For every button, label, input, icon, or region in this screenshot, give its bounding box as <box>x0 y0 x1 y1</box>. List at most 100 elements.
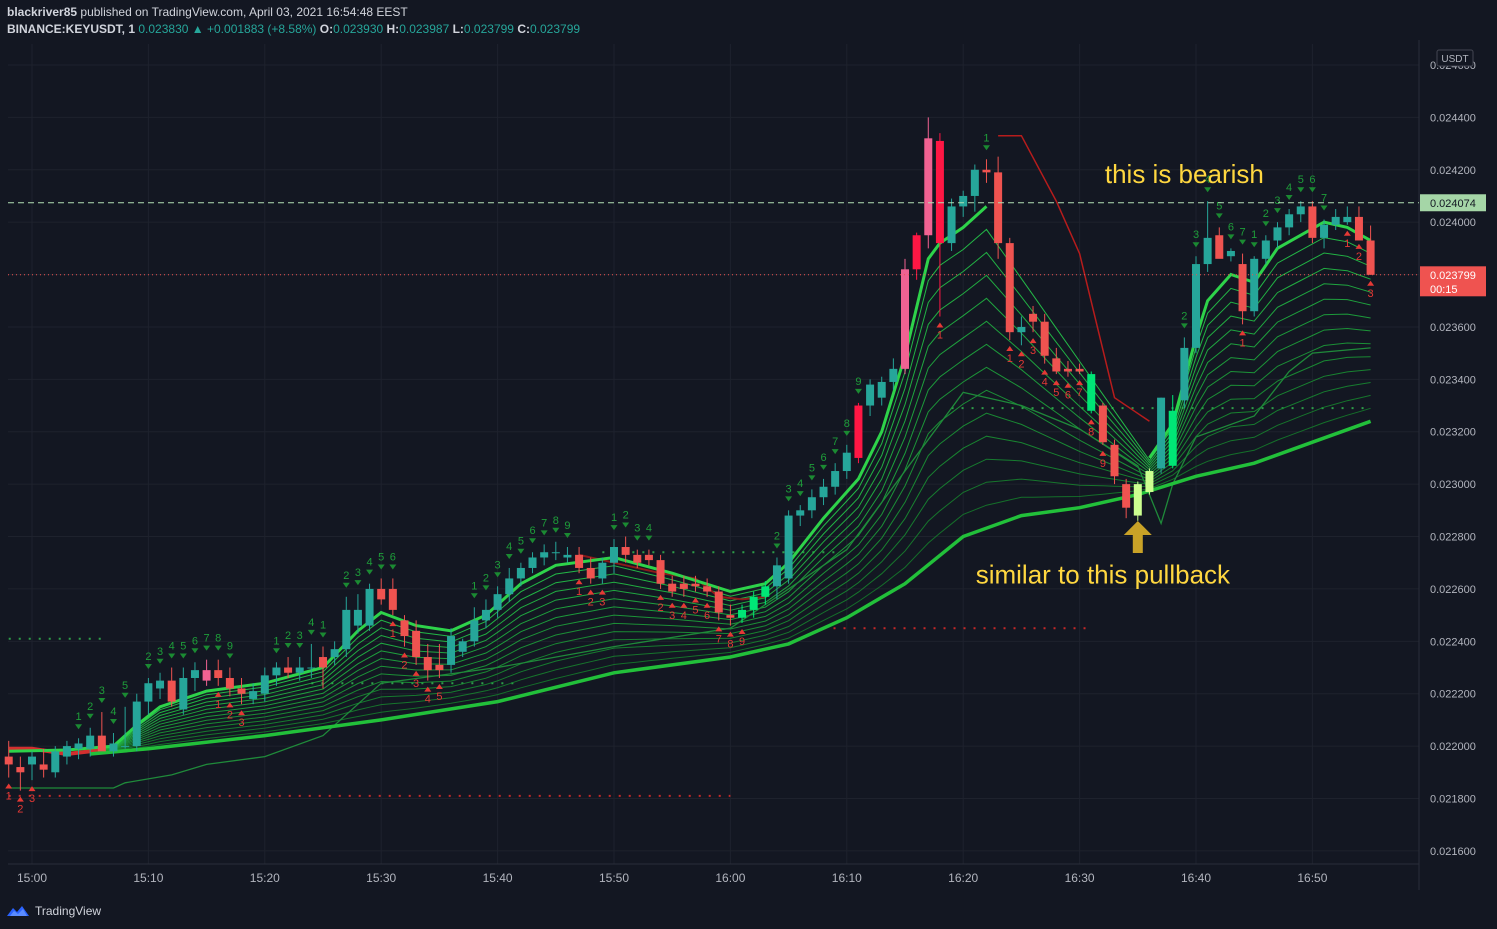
candle[interactable] <box>1261 235 1270 265</box>
candle[interactable] <box>400 615 409 647</box>
candle[interactable] <box>772 557 781 600</box>
candle[interactable] <box>714 586 723 621</box>
candle[interactable] <box>1192 256 1200 354</box>
candle[interactable] <box>551 541 560 561</box>
candle[interactable] <box>353 594 362 634</box>
candle[interactable] <box>994 156 1003 259</box>
candle[interactable] <box>62 740 71 765</box>
candle[interactable] <box>761 581 770 605</box>
candle[interactable] <box>330 641 339 665</box>
candles[interactable] <box>4 117 1375 791</box>
symbol-name[interactable]: BINANCE:KEYUSDT, 1 <box>7 22 136 36</box>
candle[interactable] <box>819 478 828 506</box>
candle[interactable] <box>1238 253 1247 325</box>
candle[interactable] <box>784 510 793 584</box>
candle[interactable] <box>749 591 758 618</box>
candle[interactable] <box>144 677 153 715</box>
candle[interactable] <box>377 578 386 605</box>
price-badge-last[interactable]: 0.023799 00:15 <box>1420 266 1486 297</box>
candle[interactable] <box>4 740 13 778</box>
candle[interactable] <box>1157 397 1166 474</box>
candle[interactable] <box>866 379 875 417</box>
candle[interactable] <box>668 575 677 597</box>
candle[interactable] <box>365 583 374 631</box>
candle[interactable] <box>1168 395 1177 469</box>
candle[interactable] <box>121 706 130 749</box>
candle[interactable] <box>947 198 956 251</box>
candle[interactable] <box>959 190 968 217</box>
candle[interactable] <box>1343 206 1352 225</box>
annotation-pullback[interactable]: similar to this pullback <box>976 560 1231 590</box>
candle[interactable] <box>1133 481 1142 521</box>
candle[interactable] <box>423 643 432 681</box>
candle[interactable] <box>167 667 176 707</box>
candle[interactable] <box>1180 337 1189 409</box>
candle[interactable] <box>1052 347 1061 375</box>
candle[interactable] <box>388 578 397 616</box>
candle[interactable] <box>272 662 281 686</box>
candle[interactable] <box>528 552 537 574</box>
candle[interactable] <box>575 547 584 574</box>
candle[interactable] <box>656 554 665 589</box>
candle[interactable] <box>726 604 735 626</box>
candle[interactable] <box>481 599 490 629</box>
candle[interactable] <box>1017 316 1026 346</box>
candle[interactable] <box>563 547 572 563</box>
candle[interactable] <box>540 544 549 566</box>
candle[interactable] <box>260 667 269 702</box>
candle[interactable] <box>796 505 805 527</box>
candle[interactable] <box>97 712 106 752</box>
candle[interactable] <box>74 738 83 760</box>
axes[interactable]: 0.0246000.0244000.0242000.0240000.023800… <box>8 40 1486 890</box>
candle[interactable] <box>1308 201 1317 244</box>
candle[interactable] <box>901 258 909 375</box>
candle[interactable] <box>831 463 840 495</box>
footer-brand[interactable]: TradingView <box>35 904 102 918</box>
candle[interactable] <box>225 667 234 697</box>
candle[interactable] <box>132 693 141 752</box>
candle[interactable] <box>679 575 688 597</box>
candle[interactable] <box>1110 439 1119 485</box>
candle[interactable] <box>1075 363 1084 375</box>
candle[interactable] <box>447 628 456 673</box>
candle[interactable] <box>1250 256 1259 317</box>
candle[interactable] <box>738 604 747 623</box>
candle[interactable] <box>342 596 351 658</box>
candle[interactable] <box>912 232 921 280</box>
candle[interactable] <box>1296 201 1305 223</box>
candle[interactable] <box>1029 305 1038 333</box>
candle[interactable] <box>51 746 60 778</box>
candle[interactable] <box>237 677 246 705</box>
candle[interactable] <box>505 567 514 603</box>
candle[interactable] <box>109 733 118 757</box>
candle[interactable] <box>586 557 595 584</box>
candle[interactable] <box>1285 209 1294 236</box>
candle[interactable] <box>691 575 700 592</box>
candle[interactable] <box>319 646 327 689</box>
candle[interactable] <box>633 549 642 568</box>
candle[interactable] <box>156 672 165 699</box>
up-arrow-icon[interactable] <box>1123 520 1152 553</box>
candle[interactable] <box>935 133 944 317</box>
candle[interactable] <box>16 756 25 791</box>
candle[interactable] <box>877 376 886 406</box>
price-badge-green[interactable]: 0.024074 <box>1420 194 1486 212</box>
candle[interactable] <box>1203 201 1212 272</box>
candle[interactable] <box>982 159 991 183</box>
candle[interactable] <box>202 659 211 686</box>
candle[interactable] <box>86 727 95 757</box>
candle[interactable] <box>412 620 421 665</box>
candle[interactable] <box>493 586 502 618</box>
candle[interactable] <box>1098 402 1107 445</box>
candle[interactable] <box>970 164 979 212</box>
annotations[interactable]: this is bearish similar to this pullback <box>976 159 1264 590</box>
candle[interactable] <box>249 683 258 705</box>
candle[interactable] <box>621 536 630 563</box>
author-name[interactable]: blackriver85 <box>7 5 78 19</box>
candle[interactable] <box>295 657 304 681</box>
candle[interactable] <box>435 643 444 678</box>
candle[interactable] <box>1366 225 1375 275</box>
candle[interactable] <box>284 657 293 678</box>
candle[interactable] <box>889 358 898 390</box>
